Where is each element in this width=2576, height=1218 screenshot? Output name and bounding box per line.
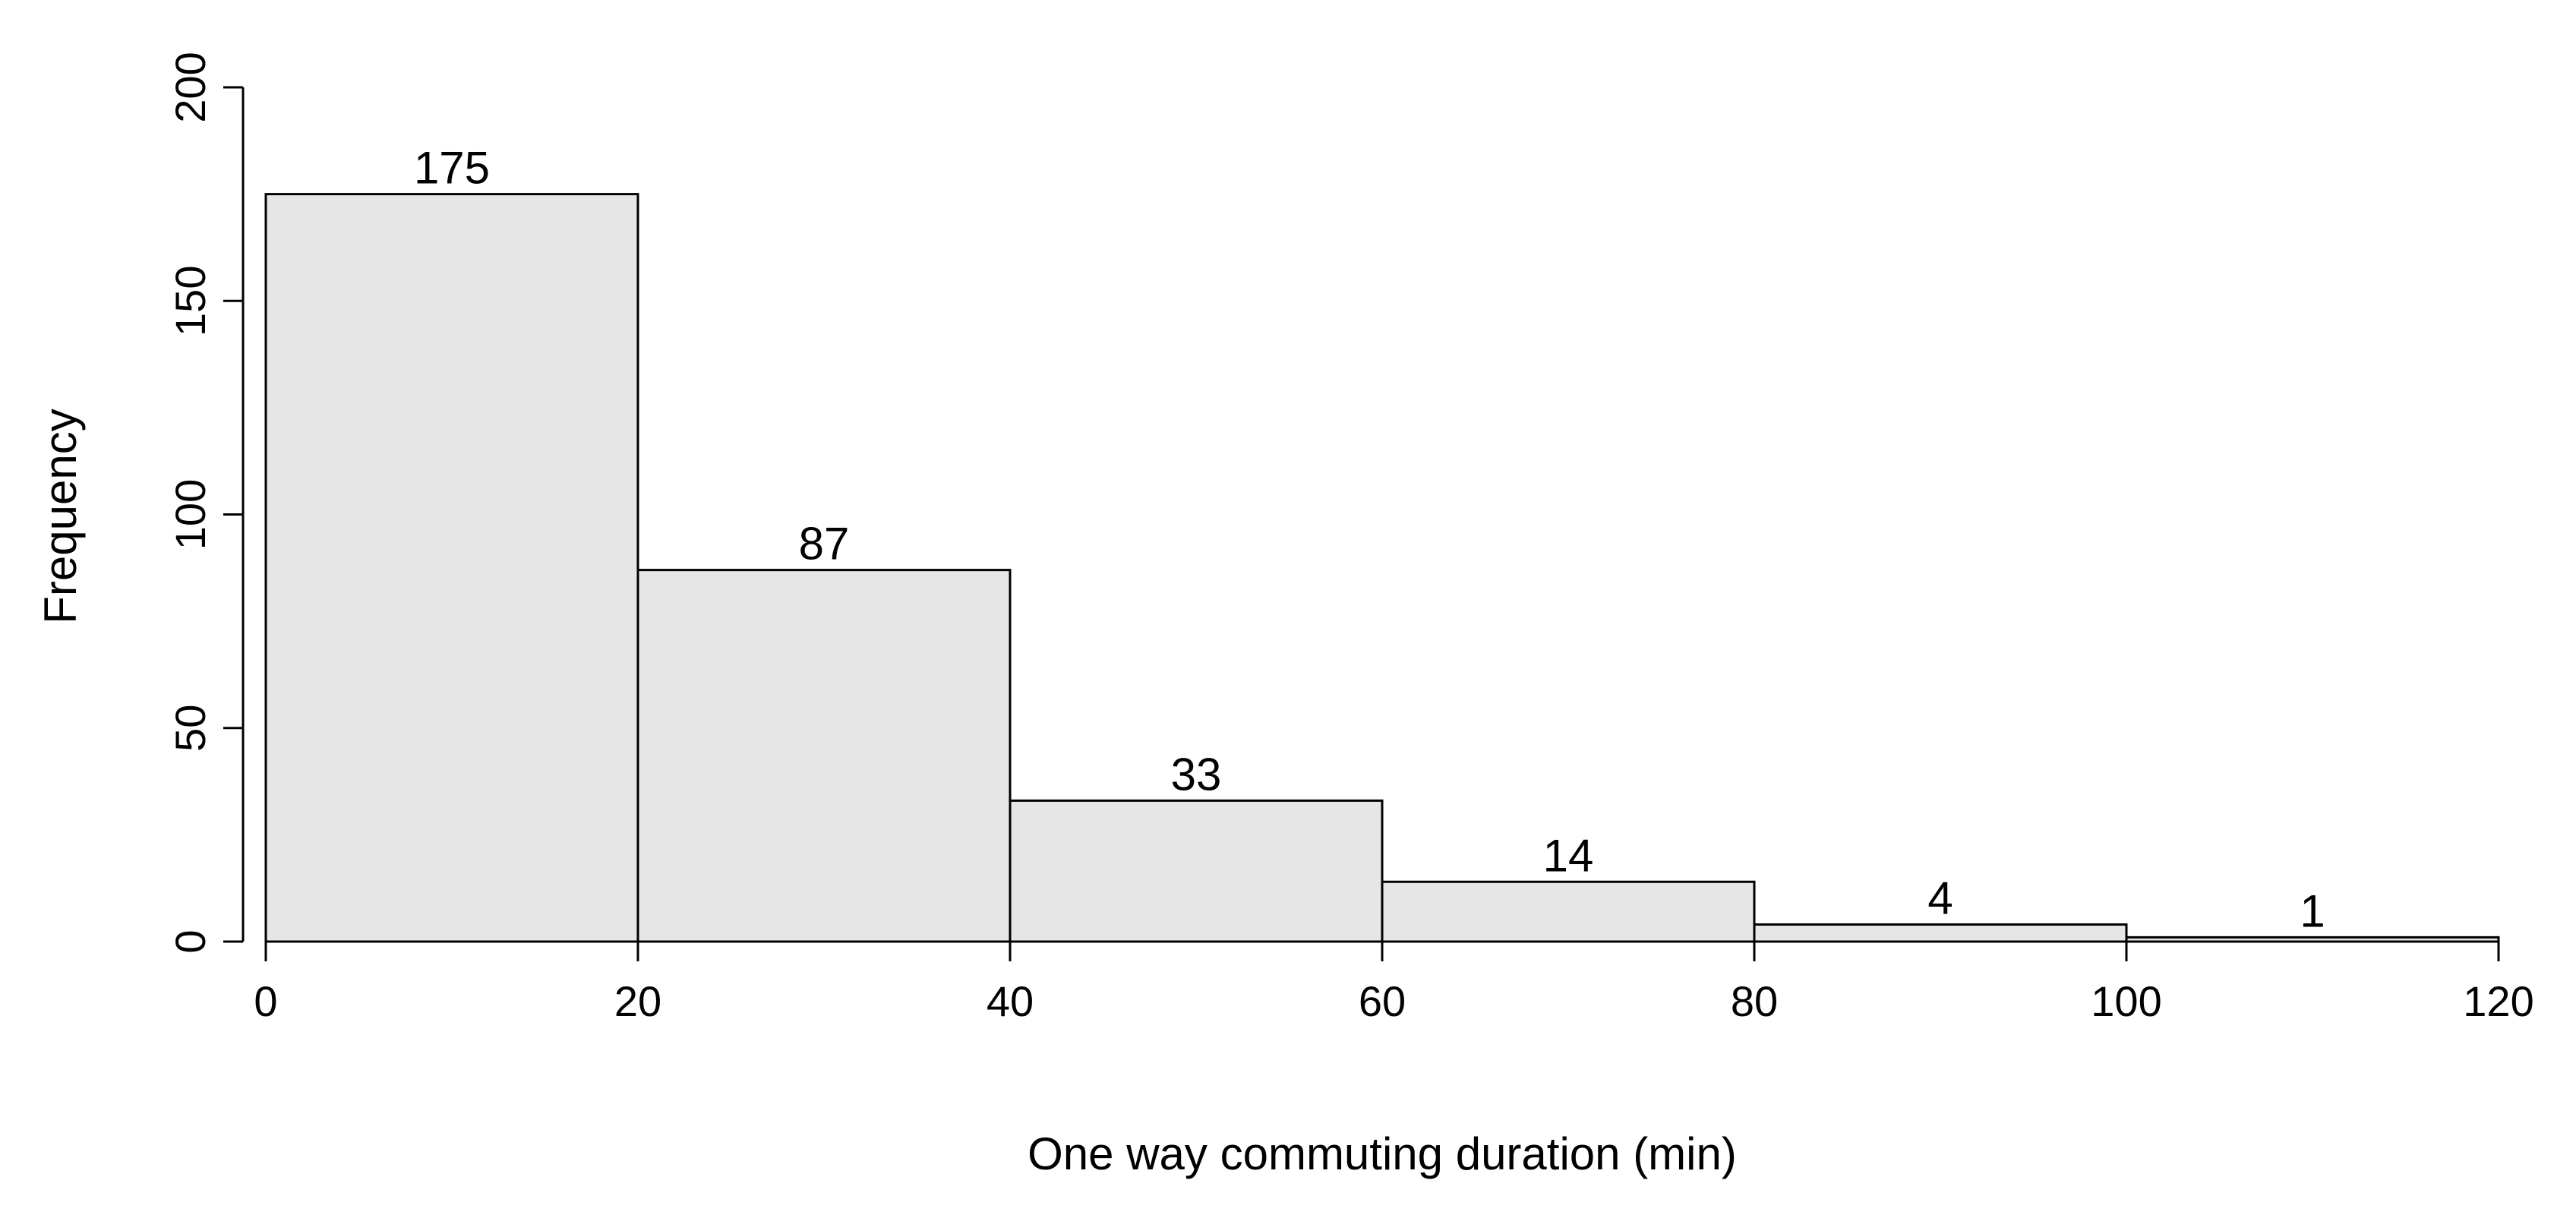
- bar-value-label: 14: [1543, 830, 1594, 881]
- y-axis: 0 50 100 150 200: [166, 52, 245, 954]
- x-tick-label: 120: [2463, 977, 2533, 1025]
- x-tick-label: 80: [1731, 977, 1778, 1025]
- x-tick-label: 0: [254, 977, 277, 1025]
- y-tick-label: 100: [166, 479, 214, 550]
- bar-value-label: 1: [2300, 885, 2325, 936]
- bar-labels-group: 175 87 33 14 4 1: [414, 143, 2325, 937]
- x-tick-label: 40: [987, 977, 1034, 1025]
- bar-value-label: 33: [1171, 749, 1222, 800]
- x-tick-label: 20: [614, 977, 661, 1025]
- histogram-bar: [264, 193, 639, 943]
- x-tick-label: 100: [2091, 977, 2161, 1025]
- x-axis: 0 20 40 60 80 100 120: [254, 940, 2534, 1025]
- histogram-bar: [1753, 923, 2128, 943]
- bar-value-label: 87: [799, 519, 850, 570]
- histogram-bar: [1381, 880, 1756, 943]
- bar-value-label: 4: [1927, 873, 1953, 924]
- histogram-bar: [1009, 799, 1384, 943]
- y-tick-label: 150: [166, 266, 214, 336]
- bar-value-label: 175: [414, 143, 490, 194]
- y-tick-label: 0: [166, 929, 214, 953]
- x-tick-label: 60: [1359, 977, 1406, 1025]
- y-tick-label: 50: [166, 705, 214, 752]
- y-axis-title: Frequency: [35, 409, 86, 623]
- y-tick-label: 200: [166, 52, 214, 122]
- x-axis-title: One way commuting duration (min): [1028, 1128, 1737, 1179]
- histogram-bar: [636, 569, 1012, 943]
- bars-group: [264, 193, 2500, 943]
